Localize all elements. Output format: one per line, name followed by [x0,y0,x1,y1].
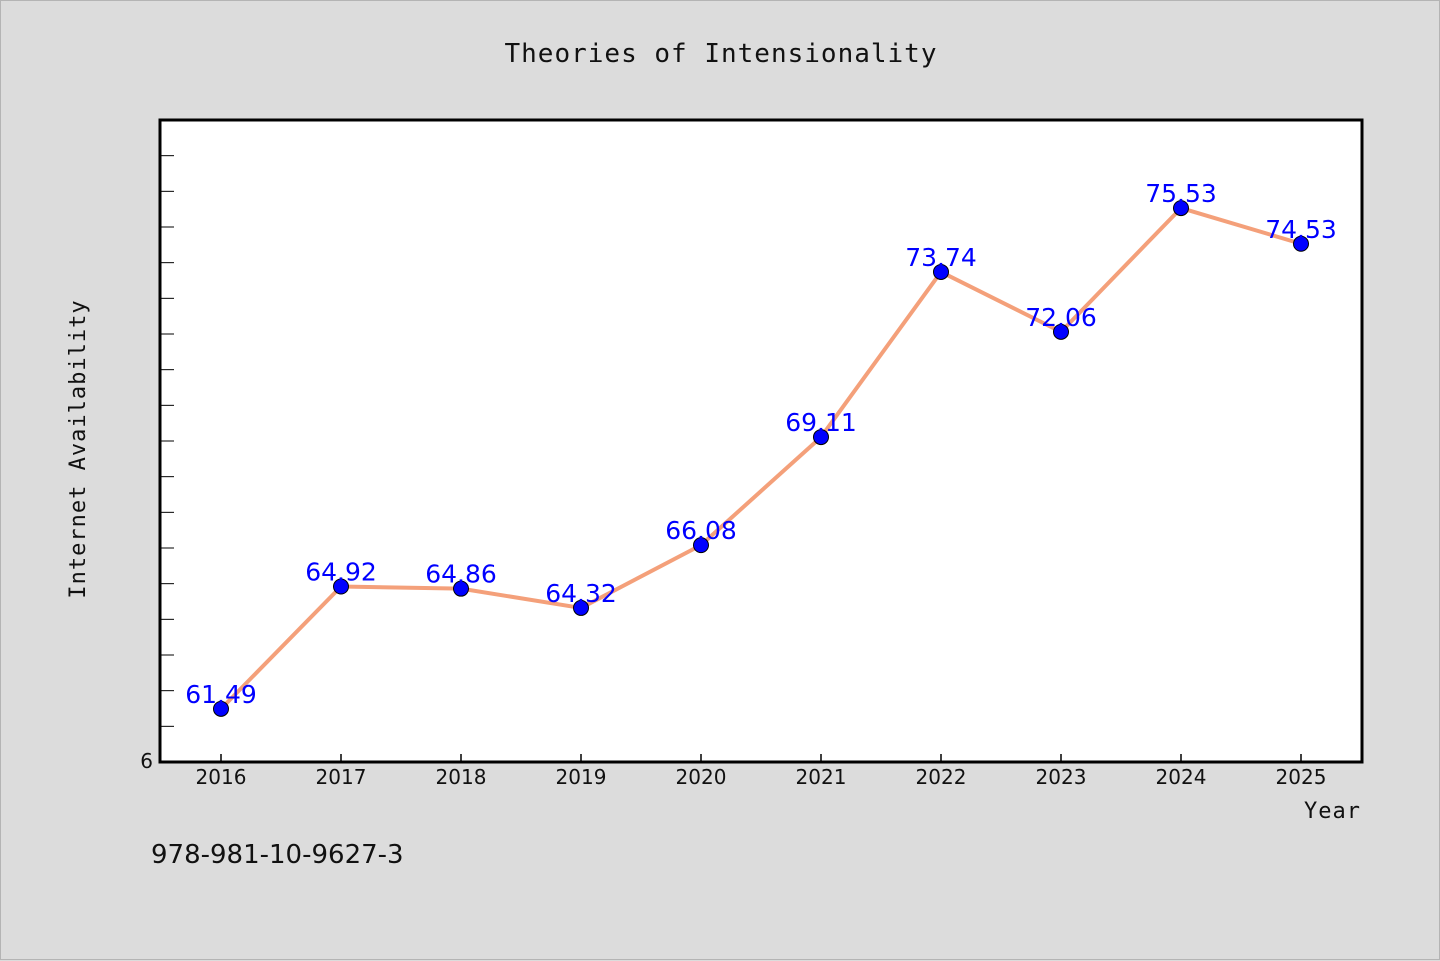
data-label: 66.08 [665,516,737,545]
data-label: 61.49 [185,680,257,709]
data-point [453,580,469,597]
isbn-text: 978-981-10-9627-3 [151,840,404,870]
chart-title: Theories of Intensionality [505,39,938,69]
data-point [1293,235,1309,252]
x-tick-label: 2018 [436,765,487,789]
data-point [1173,200,1189,217]
y-axis-ticks [160,155,174,727]
data-point [573,599,589,616]
y-axis-label: Internet Availability [66,299,91,598]
data-point [213,700,229,717]
data-label: 64.32 [545,579,617,608]
series-line [219,206,1302,711]
data-point [1053,323,1069,340]
y-tick-label: 6 [140,749,153,773]
data-point [813,429,829,446]
x-tick-label: 2016 [196,765,247,789]
x-tick-label: 2023 [1036,765,1087,789]
x-tick-label: 2021 [796,765,847,789]
data-label: 64.92 [305,558,377,587]
x-axis-label: Year [1304,799,1361,824]
plot-area [158,118,1364,764]
x-tick-label: 2025 [1276,765,1327,789]
x-tick-label: 2024 [1156,765,1207,789]
data-point [693,537,709,554]
x-tick-label: 2022 [916,765,967,789]
data-label: 75.53 [1145,179,1217,208]
series-group: 61.49 64.92 64.86 64.32 66.08 69.11 73.74 72.06… [185,179,1337,717]
data-label: 72.06 [1025,303,1097,332]
x-tick-label: 2019 [556,765,607,789]
data-point [333,578,349,595]
x-tick-label: 2020 [676,765,727,789]
x-tick-label: 2017 [316,765,367,789]
data-point [933,263,949,280]
data-label: 64.86 [425,560,497,589]
data-label: 73.74 [905,243,977,272]
data-label: 69.11 [785,408,857,437]
data-label: 74.53 [1265,215,1337,244]
x-axis-ticks: 2016 2017 2018 2019 2020 2021 2022 2023 2024 2025 [196,754,1327,789]
